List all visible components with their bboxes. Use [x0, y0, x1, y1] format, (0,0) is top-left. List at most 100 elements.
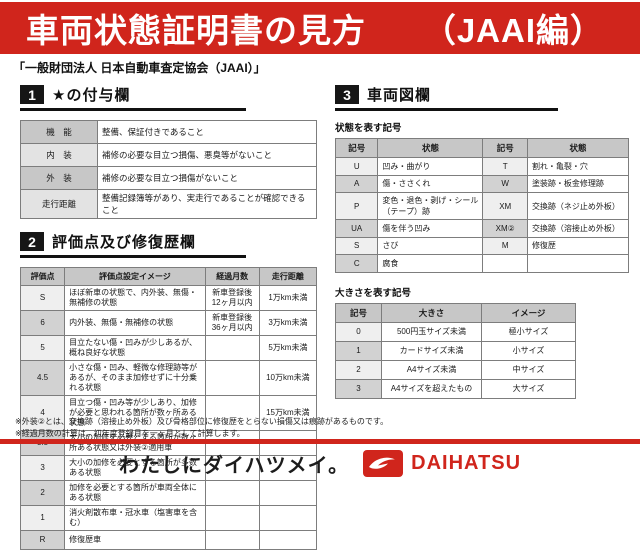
table-cell: 補修の必要な目立つ損傷、悪臭等がないこと: [97, 143, 317, 167]
table-cell: 塗装跡・板金修理跡: [526, 174, 630, 193]
table-cell: 5: [19, 335, 66, 361]
table-cell: ほぼ新車の状態で、内外装、無傷・無補修の状態: [64, 285, 206, 311]
table-header-row: 記号 大きさ イメージ: [335, 302, 576, 323]
red-divider-bar: [0, 439, 640, 444]
table-cell: 修復歴車: [64, 530, 206, 550]
table-row: 0 500円玉サイズ未満 極小サイズ: [335, 321, 576, 342]
table-row: 2 加修を必要とする箇所が車両全体にある状態: [19, 480, 318, 506]
table-row: 機 能整備、保証付きであること: [20, 120, 317, 144]
column-header: 記号: [335, 302, 382, 323]
table-cell: P: [334, 192, 379, 220]
table-cell: 1: [335, 340, 382, 361]
table-cell: 2: [335, 359, 382, 380]
table-cell: [204, 335, 260, 361]
brand-name: DAIHATSU: [411, 452, 522, 474]
table-cell: 大小の加修を必要とする箇所が多数ある状態: [64, 455, 206, 481]
table-row: 3 大小の加修を必要とする箇所が多数ある状態: [19, 455, 318, 481]
table-cell: XM: [482, 192, 528, 220]
table-cell: [204, 505, 260, 531]
table-cell: 6: [19, 310, 66, 336]
table-row: UA 傷を伴う凹み XM② 交換跡（溶接止め外板）: [334, 219, 630, 238]
section2-title: 評価点及び修復歴欄: [52, 234, 197, 251]
table-cell: T: [482, 157, 528, 176]
footnotes: ※外装②とは、交換跡（溶接止め外板）及び骨格部位に修復歴をとらない損傷又は痕跡が…: [15, 416, 388, 440]
table-cell: S: [19, 285, 66, 311]
table-cell: 整備、保証付きであること: [97, 120, 317, 144]
table-cell: 4.5: [19, 360, 66, 396]
table-cell: 修復歴: [526, 236, 630, 255]
table-cell: 外 装: [20, 166, 98, 190]
table-cell: 15万km未満: [258, 395, 318, 431]
brand-lockup: DAIHATSU: [363, 450, 521, 477]
column-header: 記号: [334, 138, 379, 158]
table-cell: 中サイズ: [481, 359, 576, 380]
column-header: 評価点設定イメージ: [64, 267, 206, 286]
column-header: 経過月数: [204, 267, 260, 286]
table-cell: 0: [335, 321, 382, 342]
table-cell: 3: [335, 378, 382, 399]
table-cell: 1: [19, 505, 66, 531]
table-header-row: 評価点 評価点設定イメージ 経過月数 走行距離: [19, 267, 318, 286]
table-cell: 新車登録後36ヶ月以内: [204, 310, 260, 336]
size-symbols-table: 記号 大きさ イメージ 0 500円玉サイズ未満 極小サイズ 1 カードサイズ未満 小サイズ 2…: [335, 302, 576, 399]
section3-title: 車両図欄: [367, 87, 432, 104]
footnote-line: ※経過月数の計算は、初年度登録月を一ヶ月として計算します。: [15, 429, 245, 438]
table-row: 4 目立つ傷・凹み等が少しあり、加修が必要と思われる箇所が数ヶ所ある状態 15万km…: [19, 395, 318, 431]
column-header: イメージ: [481, 302, 576, 323]
table-row: 外 装補修の必要な目立つ損傷がないこと: [20, 166, 317, 190]
table-header-row: 記号 状態 記号 状態: [334, 138, 630, 158]
table-cell: 整備記録簿等があり、実走行であることが確認できること: [97, 189, 317, 219]
table-cell: 内外装、無傷・無補修の状態: [64, 310, 206, 336]
column-header: 評価点: [19, 267, 66, 286]
table-cell: 5万km未満: [258, 335, 318, 361]
table-cell: 目立たない傷・凹みが少しあるが、概ね良好な状態: [64, 335, 206, 361]
table-cell: 3万km未満: [258, 310, 318, 336]
table-row: S さび M 修復歴: [334, 236, 630, 255]
size-symbols-caption: 大きさを表す記号: [335, 287, 412, 299]
table-cell: 目立つ傷・凹み等が少しあり、加修が必要と思われる箇所が数ヶ所ある状態: [64, 395, 206, 431]
section3-number-badge: 3: [335, 85, 359, 104]
table-row: 3 A4サイズを超えたもの 大サイズ: [335, 378, 576, 399]
right-column: 3 車両図欄 状態を表す記号 記号 状態 記号 状態 U 凹み・曲がり T 割れ・亀裂・穴 A…: [334, 84, 630, 399]
star-criteria-table: 機 能整備、保証付きであること内 装補修の必要な目立つ損傷、悪臭等がないこと外 …: [20, 120, 317, 219]
table-cell: 500円玉サイズ未満: [381, 321, 482, 342]
table-cell: 4: [19, 395, 66, 431]
table-cell: 凹み・曲がり: [377, 157, 484, 176]
table-cell: 割れ・亀裂・穴: [526, 157, 630, 176]
table-cell: 機 能: [20, 120, 98, 144]
section2-number-badge: 2: [20, 232, 44, 251]
table-cell: 大サイズ: [481, 378, 576, 399]
table-cell: 小さな傷・凹み、軽微な修理跡等があるが、そのまま加修せずに十分乗れる状態: [64, 360, 206, 396]
table-row: 走行距離 整備記録簿等があり、実走行であることが確認できること: [20, 189, 317, 219]
table-cell: [482, 254, 528, 273]
footer: わたしにダイハツメイ。 DAIHATSU: [0, 447, 640, 480]
table-cell: XM②: [482, 219, 528, 238]
column-header: 大きさ: [381, 302, 482, 323]
table-cell: 交換跡（溶接止め外板）: [526, 219, 630, 238]
table-cell: 10万km未満: [258, 360, 318, 396]
column-header: 状態: [526, 138, 630, 158]
table-cell: [258, 480, 318, 506]
brand-slogan: わたしにダイハツメイ。: [118, 455, 350, 477]
table-row: 内 装補修の必要な目立つ損傷、悪臭等がないこと: [20, 143, 317, 167]
table-cell: さび: [377, 236, 484, 255]
section2-header: 2 評価点及び修復歴欄: [20, 231, 246, 258]
table-cell: 補修の必要な目立つ損傷がないこと: [97, 166, 317, 190]
table-cell: UA: [334, 219, 379, 238]
table-row: S ほぼ新車の状態で、内外装、無傷・無補修の状態 新車登録後12ヶ月以内 1万km未満: [19, 285, 318, 311]
column-header: 記号: [482, 138, 528, 158]
condition-symbols-table: 記号 状態 記号 状態 U 凹み・曲がり T 割れ・亀裂・穴 A 傷・ささくれ W 塗装跡・板金修理…: [334, 138, 630, 273]
table-cell: 2: [19, 480, 66, 506]
table-row: 5 目立たない傷・凹みが少しあるが、概ね良好な状態 5万km未満: [19, 335, 318, 361]
footnote-line: ※外装②とは、交換跡（溶接止め外板）及び骨格部位に修復歴をとらない損傷又は痕跡が…: [15, 417, 389, 426]
column-header: 状態: [377, 138, 484, 158]
table-row: P 変色・退色・剥げ・シール（テープ）跡 XM 交換跡（ネジ止め外板）: [334, 192, 630, 220]
daihatsu-logo-icon: [363, 450, 404, 477]
table-cell: W: [482, 174, 528, 193]
table-cell: 新車登録後12ヶ月以内: [204, 285, 260, 311]
evaluation-score-table: 評価点 評価点設定イメージ 経過月数 走行距離 S ほぼ新車の状態で、内外装、無傷・無補…: [19, 267, 318, 550]
table-cell: A: [334, 174, 379, 193]
page-title: 車両状態証明書の見方: [26, 12, 366, 49]
table-row: U 凹み・曲がり T 割れ・亀裂・穴: [334, 157, 630, 176]
table-cell: U: [334, 157, 379, 176]
